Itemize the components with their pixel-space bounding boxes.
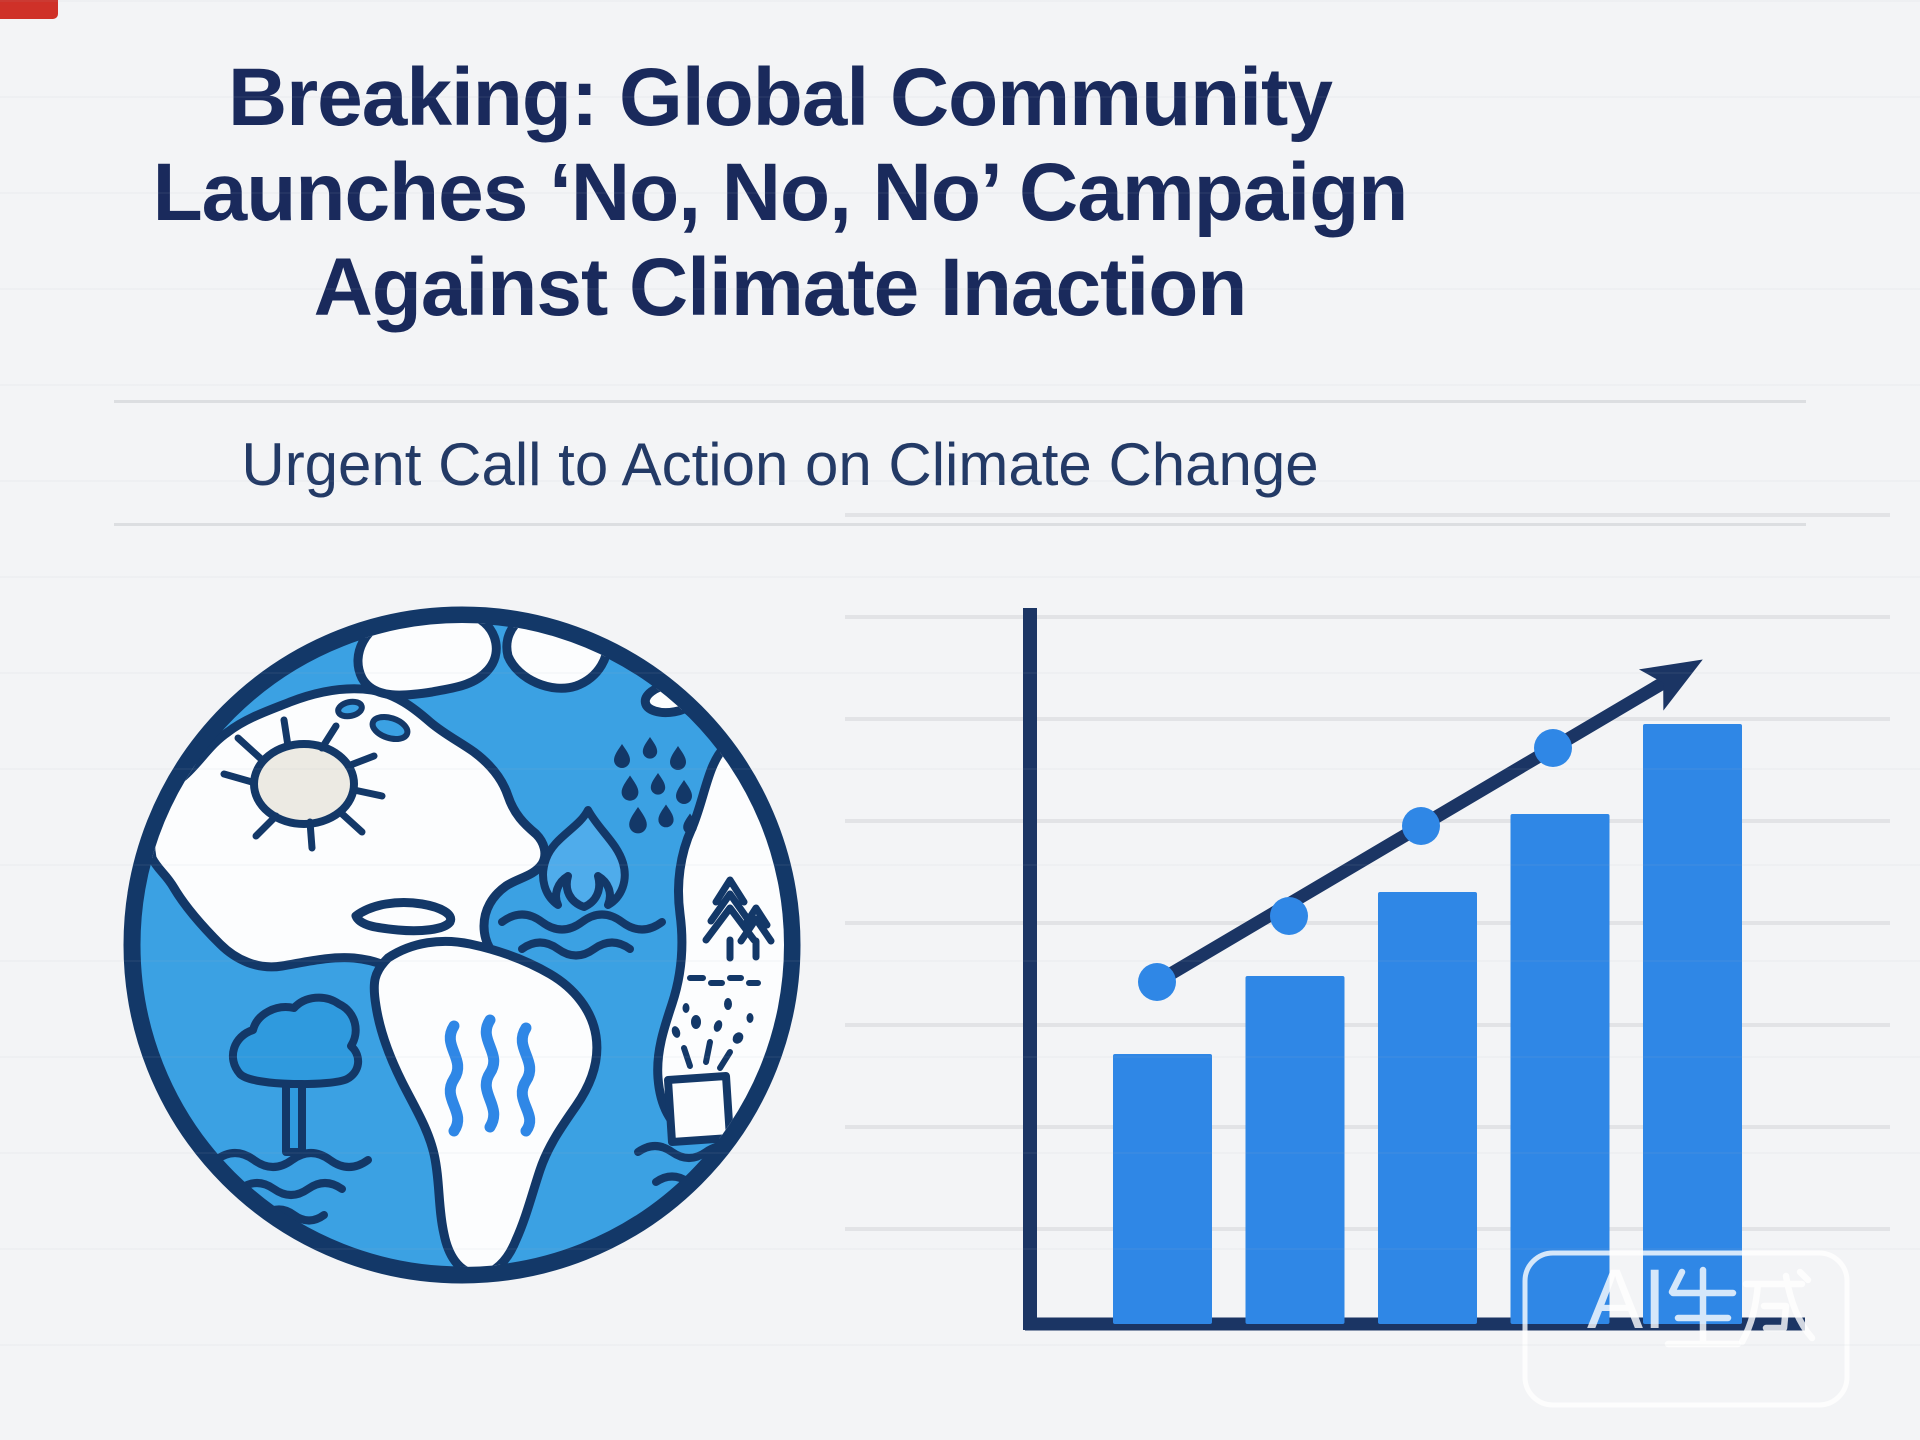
- heat-waves-icon: [444, 1014, 536, 1137]
- headline-line-3: Against Climate Inaction: [313, 242, 1248, 333]
- lake: [369, 713, 411, 743]
- headline: Breaking: Global Community Launches ‘No,…: [0, 50, 1560, 335]
- watermark: AI: [1522, 1250, 1850, 1408]
- island-cuba: [351, 898, 456, 936]
- pine-trees-icon: [687, 876, 775, 986]
- headline-line-2: Launches ‘No, No, No’ Campaign: [152, 147, 1409, 238]
- continent-south-america: [369, 936, 602, 1267]
- globe-icon: [123, 606, 801, 1284]
- wildfire-over-water-icon: [498, 806, 666, 960]
- chart-bars: [1113, 724, 1742, 1324]
- bar: [1378, 892, 1477, 1324]
- chart-trend-line: [1138, 659, 1703, 1001]
- watermark-latin-text: AI: [1587, 1252, 1666, 1346]
- trend-dot: [1402, 807, 1440, 845]
- lake: [335, 698, 365, 720]
- watermark-frame: [1522, 1250, 1850, 1408]
- trend-arrowhead-icon: [1638, 659, 1703, 711]
- bar: [1113, 1054, 1212, 1324]
- trend-dot: [1138, 963, 1176, 1001]
- flooded-tree-icon: [212, 993, 372, 1225]
- trend-dot: [1270, 897, 1308, 935]
- headline-line-1: Breaking: Global Community: [228, 52, 1333, 143]
- bar: [1643, 724, 1742, 1324]
- trend-dot: [1534, 729, 1572, 767]
- bar-chart: AI: [845, 513, 1890, 1408]
- divider-top: [114, 400, 1806, 403]
- subtitle: Urgent Call to Action on Climate Change: [241, 431, 1319, 498]
- bar: [1510, 814, 1610, 1324]
- watermark-cjk-glyphs: [1664, 1266, 1816, 1348]
- corner-artifact: [0, 0, 58, 19]
- bar: [1245, 976, 1345, 1324]
- cracked-sun-drought-icon: [220, 716, 386, 852]
- divider-bottom: [114, 523, 1806, 526]
